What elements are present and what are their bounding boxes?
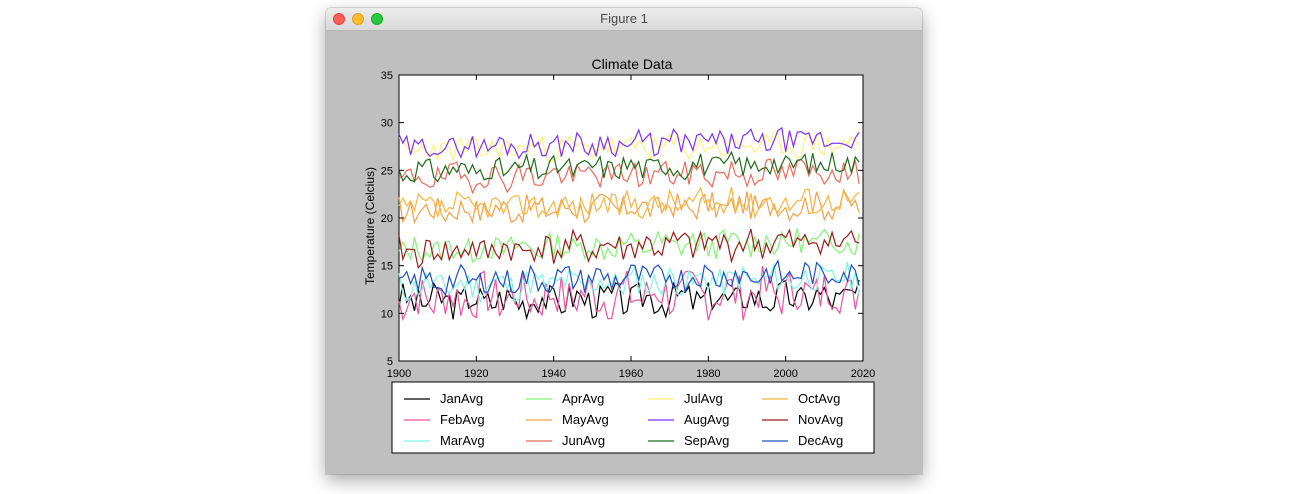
legend-label-apravg: AprAvg xyxy=(562,391,604,406)
legend-label-maravg: MarAvg xyxy=(440,433,485,448)
legend-box xyxy=(391,381,875,454)
legend: JanAvg FebAvg MarAvg AprAvg MayAvg JunAvg JulA… xyxy=(391,381,875,454)
axis-ticks: 1900 1920 1940 1960 1980 2000 2020 5 10 15 20 25 30 3… xyxy=(381,70,875,380)
close-window-icon[interactable] xyxy=(333,13,345,25)
legend-label-janavg: JanAvg xyxy=(440,391,483,406)
series-line-julavg xyxy=(398,131,860,164)
series-line-junavg xyxy=(398,158,860,195)
legend-label-sepavg: SepAvg xyxy=(684,433,729,448)
x-tick-label: 1900 xyxy=(387,368,411,380)
series-line-decavg xyxy=(398,258,860,297)
y-tick-label: 10 xyxy=(381,308,393,320)
y-tick-label: 15 xyxy=(381,261,393,273)
minimize-window-icon[interactable] xyxy=(352,13,364,25)
x-tick-label: 1980 xyxy=(696,368,720,380)
legend-label-mayavg: MayAvg xyxy=(562,412,609,427)
window-title: Figure 1 xyxy=(600,11,648,26)
y-tick-label: 35 xyxy=(381,70,393,82)
x-tick-label: 1960 xyxy=(619,368,643,380)
x-tick-label: 1940 xyxy=(541,368,565,380)
legend-label-junavg: JunAvg xyxy=(562,433,605,448)
legend-label-febavg: FebAvg xyxy=(440,412,485,427)
series-line-sepavg xyxy=(398,150,860,183)
series-line-apravg xyxy=(398,228,860,264)
window-titlebar[interactable]: Figure 1 xyxy=(326,8,922,31)
x-tick-label: 2000 xyxy=(773,368,797,380)
legend-label-augavg: AugAvg xyxy=(684,412,729,427)
legend-label-novavg: NovAvg xyxy=(798,412,843,427)
climate-chart: Climate Data Temperature (Celcius) 1900 1… xyxy=(363,56,875,454)
y-tick-label: 30 xyxy=(381,118,393,130)
y-tick-label: 20 xyxy=(381,213,393,225)
x-tick-label: 2020 xyxy=(851,368,875,380)
figure-window: Figure 1 Climate Data Temperature (Celci… xyxy=(326,8,922,474)
chart-title: Climate Data xyxy=(592,56,673,72)
series-line-febavg xyxy=(398,265,860,322)
series-line-novavg xyxy=(398,228,860,270)
series-line-maravg xyxy=(398,261,860,304)
legend-label-decavg: DecAvg xyxy=(798,433,843,448)
series-line-augavg xyxy=(398,126,860,160)
legend-label-julavg: JulAvg xyxy=(684,391,723,406)
legend-label-octavg: OctAvg xyxy=(798,391,840,406)
y-tick-label: 25 xyxy=(381,165,393,177)
y-axis-label: Temperature (Celcius) xyxy=(363,167,377,285)
series-line-octavg xyxy=(398,186,860,219)
plot-area xyxy=(398,74,864,362)
series-line-mayavg xyxy=(398,188,860,225)
zoom-window-icon[interactable] xyxy=(371,13,383,25)
y-tick-label: 5 xyxy=(387,356,393,368)
x-tick-label: 1920 xyxy=(464,368,488,380)
series-lines xyxy=(398,126,860,322)
